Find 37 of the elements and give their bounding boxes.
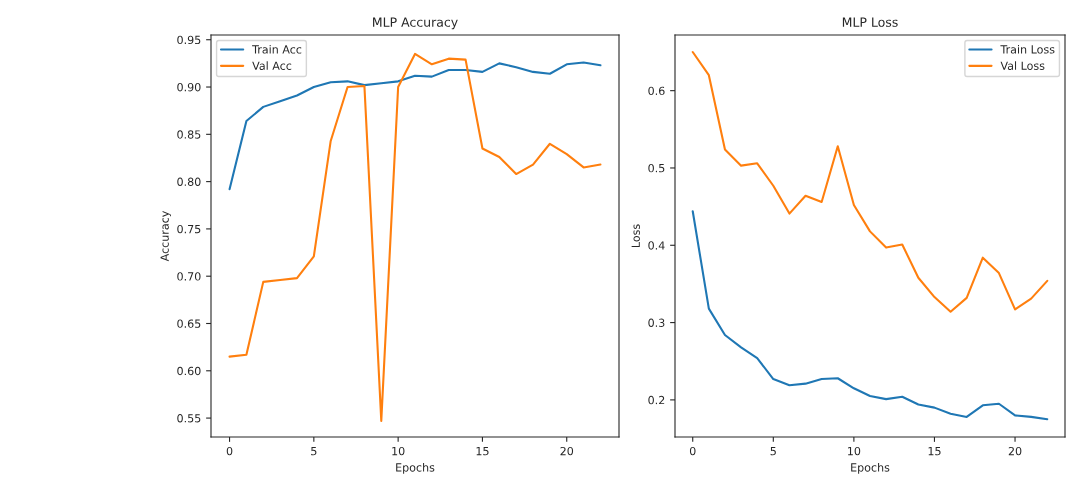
x-tick-label: 5 <box>311 447 317 456</box>
y-tick-label: 0.5 <box>648 163 665 173</box>
x-tick-label: 0 <box>226 446 233 456</box>
x-tick-label: 15 <box>928 447 941 456</box>
y-tick-label: 0.55 <box>177 414 201 423</box>
line-series <box>228 52 602 422</box>
y-axis-title: Accuracy <box>160 210 171 262</box>
y-tick-label: 0.90 <box>177 83 201 92</box>
chart-title: MLP Accuracy <box>373 17 458 30</box>
chart-title: MLP Loss <box>842 17 898 27</box>
y-tick-label: 0.6 <box>648 86 665 96</box>
y-tick-label: 0.80 <box>177 177 201 186</box>
y-tick-label: 0.70 <box>177 272 201 281</box>
y-axis-title: Loss <box>631 224 640 248</box>
x-tick-label: 15 <box>476 447 489 456</box>
legend-label: Train Loss <box>1000 45 1055 54</box>
legend-label: Val Loss <box>1000 61 1045 70</box>
line-series <box>691 210 1049 421</box>
y-tick-label: 0.2 <box>648 395 665 405</box>
x-axis-title: Epochs <box>396 463 435 474</box>
y-tick-label: 0.65 <box>177 319 201 328</box>
x-tick-label: 0 <box>689 446 696 456</box>
legend-label: Train Acc <box>252 45 302 54</box>
x-tick-label: 10 <box>392 446 405 456</box>
legend-label: Val Acc <box>252 61 292 70</box>
y-tick-label: 0.85 <box>177 130 201 139</box>
x-tick-label: 20 <box>560 446 574 456</box>
x-tick-label: 10 <box>848 446 861 456</box>
y-tick-label: 0.4 <box>648 241 665 250</box>
x-tick-label: 20 <box>1008 446 1022 456</box>
y-tick-label: 0.60 <box>177 366 201 376</box>
x-axis-title: Epochs <box>851 463 890 474</box>
y-tick-label: 0.3 <box>648 318 665 327</box>
line-series <box>228 61 602 191</box>
x-tick-label: 5 <box>770 447 776 456</box>
y-tick-label: 0.75 <box>177 224 201 234</box>
y-tick-label: 0.95 <box>177 35 201 45</box>
